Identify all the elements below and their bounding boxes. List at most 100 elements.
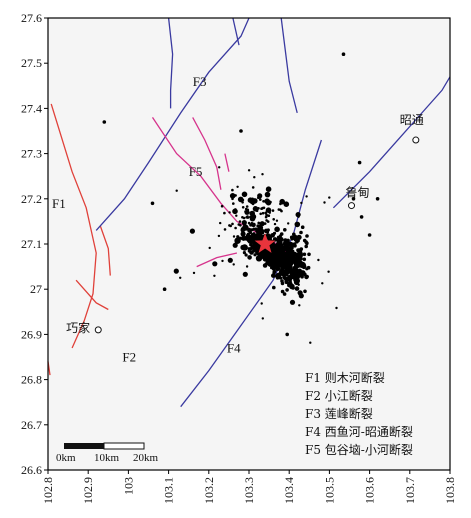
scale-label-10: 10km (94, 452, 120, 464)
aftershock (280, 269, 287, 275)
aftershock (283, 240, 290, 247)
aftershock (249, 250, 254, 255)
fault-f3-trace (232, 17, 240, 46)
fault-label-f2: F2 (122, 350, 136, 365)
aftershock (275, 249, 279, 253)
aftershock (268, 256, 272, 260)
aftershock (244, 225, 248, 229)
aftershock (260, 302, 263, 305)
aftershock (242, 271, 248, 277)
aftershock (296, 248, 300, 252)
legend-item-f1: F1 则木河断裂 (305, 370, 385, 385)
aftershock (351, 197, 356, 201)
aftershock (240, 231, 246, 237)
aftershock (265, 213, 268, 216)
aftershock (238, 220, 242, 223)
aftershock (236, 185, 239, 188)
aftershock (283, 201, 290, 207)
faults-layer (47, 17, 451, 408)
town-label: 鲁甸 (345, 186, 369, 200)
aftershock (242, 227, 245, 230)
aftershock (244, 209, 250, 215)
aftershock (275, 219, 279, 222)
aftershock (294, 286, 300, 291)
aftershock (277, 260, 280, 263)
aftershock (304, 265, 307, 268)
aftershock (208, 246, 211, 250)
aftershock (262, 200, 265, 203)
aftershock (280, 247, 283, 251)
aftershock (283, 228, 287, 232)
aftershock (247, 169, 251, 172)
aftershock (256, 207, 259, 210)
aftershock (255, 209, 259, 212)
aftershock (252, 222, 256, 226)
aftershock (268, 237, 272, 241)
aftershock (280, 239, 283, 243)
aftershock (357, 160, 362, 165)
fault-f1-trace (50, 103, 97, 349)
aftershock (272, 218, 276, 221)
aftershock (259, 221, 265, 227)
aftershock (241, 220, 247, 226)
y-tick-label: 27.5 (21, 56, 42, 70)
aftershock (285, 288, 289, 292)
aftershock (265, 199, 272, 206)
aftershocks-layer (102, 52, 380, 344)
aftershock (262, 257, 268, 262)
aftershock (261, 206, 264, 210)
aftershock (261, 173, 264, 176)
aftershock (273, 222, 277, 226)
town-label: 巧家 (66, 320, 90, 335)
aftershock (234, 226, 237, 230)
aftershock (229, 193, 236, 199)
aftershock (302, 257, 307, 262)
map-frame (47, 17, 451, 471)
aftershock (341, 52, 346, 56)
fault-label-f5: F5 (189, 164, 203, 179)
aftershock (218, 166, 221, 169)
aftershock (261, 317, 264, 320)
aftershock (220, 204, 224, 208)
aftershock (244, 207, 248, 211)
fault-f5-trace (224, 153, 230, 172)
aftershock (175, 189, 178, 192)
aftershock (257, 234, 263, 240)
aftershock (275, 267, 280, 272)
aftershock (287, 222, 290, 225)
aftershock (150, 201, 155, 206)
aftershock (288, 277, 293, 282)
aftershock (300, 225, 305, 229)
y-tick-label: 27.3 (21, 147, 42, 161)
aftershock (246, 215, 249, 218)
aftershock (359, 215, 364, 219)
fault-legend: F1 则木河断裂 F2 小江断裂 F3 莲峰断裂 F4 西鱼河-昭通断裂 F5 … (305, 370, 413, 457)
aftershock (290, 236, 294, 241)
aftershock (307, 252, 311, 257)
aftershock (284, 276, 288, 281)
aftershock (245, 265, 249, 268)
aftershock (302, 252, 307, 257)
aftershock (293, 244, 297, 248)
aftershock (281, 262, 286, 267)
aftershock (271, 209, 275, 212)
aftershock (257, 193, 263, 199)
aftershock (247, 247, 251, 251)
aftershock (297, 215, 300, 218)
fault-f4-trace (180, 139, 323, 408)
aftershock (295, 269, 298, 273)
aftershock (305, 195, 308, 198)
aftershock (189, 228, 195, 234)
aftershock (272, 249, 276, 252)
scale-bar: 0km 10km 20km (56, 442, 159, 464)
aftershock (228, 211, 231, 214)
aftershock (272, 285, 276, 290)
scale-label-20: 20km (133, 452, 159, 464)
aftershock (292, 258, 297, 262)
aftershock (285, 332, 290, 337)
y-tick-label: 27.2 (21, 192, 42, 206)
aftershock (261, 211, 265, 215)
aftershock (289, 275, 294, 279)
longitude-axis: 102.8 102.9 103 103.1 103.2 103.3 103.4 103.5 10… (41, 470, 457, 504)
aftershock (263, 250, 268, 254)
